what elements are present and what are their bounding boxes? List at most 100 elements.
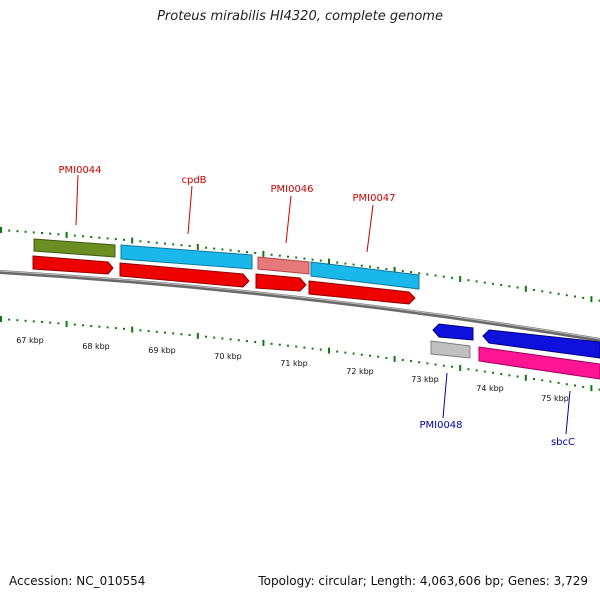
minor-tick <box>410 271 412 274</box>
minor-tick <box>467 279 470 282</box>
minor-tick <box>319 259 322 262</box>
minor-tick <box>344 351 347 354</box>
minor-tick <box>73 323 76 326</box>
major-tick <box>459 276 462 282</box>
minor-tick <box>213 247 216 250</box>
scale-label: 69 kbp <box>148 346 176 355</box>
minor-tick <box>237 250 240 253</box>
minor-tick <box>188 334 191 336</box>
minor-tick <box>598 299 600 302</box>
gene-pmi0046-bar[interactable] <box>257 256 310 275</box>
gene-sbcc-arrow[interactable] <box>482 329 600 359</box>
label-pmi0048[interactable]: PMI0048 <box>419 420 462 431</box>
minor-tick <box>229 338 232 341</box>
minor-tick <box>295 345 298 348</box>
minor-tick <box>32 231 35 234</box>
minor-tick <box>287 255 289 258</box>
minor-tick <box>385 267 388 270</box>
minor-tick <box>516 375 519 378</box>
minor-tick <box>475 369 478 372</box>
gene-pmi0047-bar[interactable] <box>310 261 420 290</box>
minor-tick <box>336 350 339 353</box>
minor-tick <box>508 285 511 288</box>
minor-tick <box>442 364 445 367</box>
label-cpdb[interactable]: cpdB <box>181 175 206 186</box>
major-tick <box>196 332 199 339</box>
minor-tick <box>401 270 404 272</box>
label-pmi0044[interactable]: PMI0044 <box>58 165 101 176</box>
scale-label: 71 kbp <box>280 359 308 368</box>
label-pmi0046[interactable]: PMI0046 <box>270 184 313 195</box>
minor-tick <box>90 325 93 327</box>
minor-tick <box>549 380 552 383</box>
minor-tick <box>270 253 273 256</box>
minor-tick <box>24 230 27 233</box>
minor-tick <box>311 258 314 261</box>
minor-tick <box>106 326 109 329</box>
minor-tick <box>213 336 216 339</box>
minor-tick <box>360 264 363 267</box>
gene-pmi0044-arrow[interactable] <box>32 255 114 275</box>
minor-tick <box>516 286 519 289</box>
minor-tick <box>254 252 257 254</box>
minor-tick <box>90 236 93 238</box>
major-tick <box>393 266 396 273</box>
minor-tick <box>377 266 380 269</box>
genome-backbone-highlight <box>0 270 600 340</box>
gene-sbcc-bar[interactable] <box>478 346 600 380</box>
minor-tick <box>139 329 142 332</box>
gene-cpdb-bar[interactable] <box>120 244 253 270</box>
minor-tick <box>246 251 248 254</box>
label-sbcc[interactable]: sbcC <box>551 437 575 448</box>
minor-tick <box>565 383 568 386</box>
minor-tick <box>500 373 503 375</box>
major-tick <box>262 339 265 346</box>
map-title: Proteus mirabilis HI4320, complete genom… <box>157 9 443 24</box>
minor-tick <box>82 324 84 327</box>
minor-tick <box>574 295 576 298</box>
scale-label: 67 kbp <box>16 336 44 345</box>
major-tick <box>590 385 593 392</box>
minor-tick <box>352 263 355 266</box>
minor-tick <box>541 379 544 382</box>
cpdb-leader <box>187 185 193 235</box>
minor-tick <box>49 321 52 324</box>
gene-pmi0044-bar[interactable] <box>33 238 116 258</box>
minor-tick <box>221 337 224 340</box>
minor-tick <box>451 365 453 368</box>
scale-label: 72 kbp <box>346 367 374 376</box>
pmi0044-leader <box>75 174 79 226</box>
minor-tick <box>582 296 585 299</box>
minor-tick <box>549 291 552 294</box>
scale-label: 74 kbp <box>476 384 504 393</box>
minor-tick <box>533 289 535 291</box>
minor-tick <box>98 236 101 239</box>
minor-tick <box>401 359 404 361</box>
gene-pmi0048-arrow[interactable] <box>432 323 474 341</box>
minor-tick <box>24 319 27 322</box>
minor-tick <box>180 333 183 336</box>
minor-tick <box>295 256 298 259</box>
major-tick <box>393 355 396 362</box>
minor-tick <box>410 360 412 363</box>
gene-pmi0048-bar[interactable] <box>430 340 471 359</box>
major-tick <box>262 250 265 257</box>
minor-tick <box>82 235 84 238</box>
minor-tick <box>57 233 60 236</box>
major-tick <box>328 347 330 354</box>
gene-cpdb-arrow[interactable] <box>119 262 250 288</box>
minor-tick <box>557 381 560 384</box>
label-pmi0047[interactable]: PMI0047 <box>352 193 395 204</box>
gene-pmi0047-arrow[interactable] <box>308 280 416 305</box>
minor-tick <box>287 344 289 347</box>
major-tick <box>328 258 330 265</box>
major-tick <box>524 285 527 292</box>
gene-pmi0046-arrow[interactable] <box>255 273 307 292</box>
minor-tick <box>114 238 117 241</box>
minor-tick <box>123 238 125 241</box>
minor-tick <box>57 322 60 325</box>
minor-tick <box>500 284 503 286</box>
lower-tick-row <box>0 316 600 392</box>
minor-tick <box>418 272 421 275</box>
minor-tick <box>319 348 322 351</box>
